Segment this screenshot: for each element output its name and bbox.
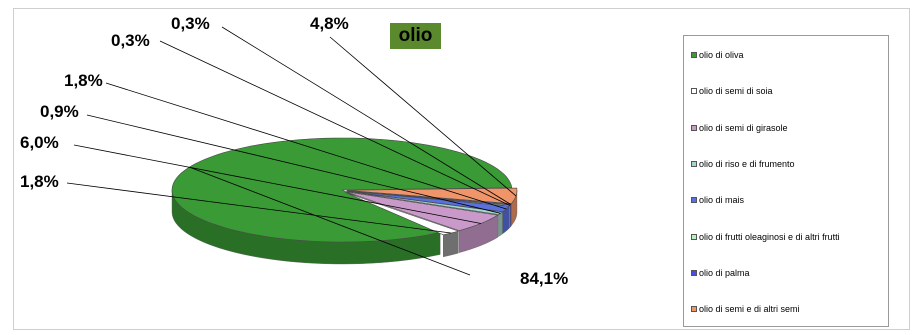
data-label-1: 1,8%: [20, 172, 59, 191]
leader-line-6: [221, 26, 512, 205]
legend-swatch-2: [691, 124, 697, 131]
legend-swatch-7: [691, 306, 697, 313]
leader-line-5: [159, 40, 511, 206]
legend-label-6: olio di palma: [699, 267, 750, 278]
leader-line-4: [105, 82, 507, 210]
data-label-4: 1,8%: [64, 71, 103, 90]
chart-legend: olio di oliva olio di semi di soia olio di…: [683, 35, 889, 327]
legend-label-5: olio di frutti oleaginosi e di altri fru…: [699, 231, 840, 242]
legend-swatch-3: [691, 160, 697, 167]
legend-swatch-4: [691, 197, 697, 204]
legend-entry-4: olio di mais: [684, 193, 744, 207]
legend-label-1: olio di semi di soia: [699, 86, 773, 97]
pie-chart: 84,1% 1,8% 6,0% 0,9% 1,8% 0,3% 0,3% 4,8%: [20, 14, 568, 288]
data-label-7: 4,8%: [310, 14, 349, 33]
leader-line-0: [189, 166, 471, 276]
pie-side-1: [443, 230, 459, 258]
legend-label-2: olio di semi di girasole: [699, 122, 788, 133]
leader-line-2: [73, 144, 481, 224]
legend-label-0: olio di oliva: [699, 50, 744, 60]
legend-swatch-5: [691, 233, 697, 240]
legend-entry-7: olio di semi e di altri semi: [684, 302, 800, 316]
legend-swatch-6: [691, 269, 697, 276]
leader-line-3: [86, 114, 501, 214]
legend-label-4: olio di mais: [699, 195, 745, 206]
data-label-3: 0,9%: [40, 102, 79, 121]
data-label-2: 6,0%: [20, 133, 59, 152]
pie-slice-2: [345, 191, 499, 231]
leader-line-7: [329, 36, 517, 197]
legend-entry-0: olio di oliva: [684, 48, 744, 62]
data-label-5: 0,3%: [111, 31, 150, 50]
legend-entry-5: olio di frutti oleaginosi e di altri fru…: [684, 230, 840, 244]
pie-side-3: [498, 211, 503, 237]
legend-entry-2: olio di semi di girasole: [684, 121, 788, 135]
chart-title: olio: [390, 23, 441, 49]
legend-label-3: olio di riso e di frumento: [699, 158, 795, 169]
legend-label-7: olio di semi e di altri semi: [699, 304, 800, 315]
legend-swatch-0: [691, 52, 697, 58]
data-label-0: 84,1%: [520, 269, 568, 288]
legend-swatch-1: [691, 88, 697, 95]
legend-entry-6: olio di palma: [684, 266, 750, 280]
pie-side-6: [510, 203, 512, 228]
legend-entry-3: olio di riso e di frumento: [684, 157, 795, 171]
legend-entry-1: olio di semi di soia: [684, 84, 773, 98]
leader-line-1: [66, 182, 451, 234]
data-label-6: 0,3%: [171, 14, 210, 33]
